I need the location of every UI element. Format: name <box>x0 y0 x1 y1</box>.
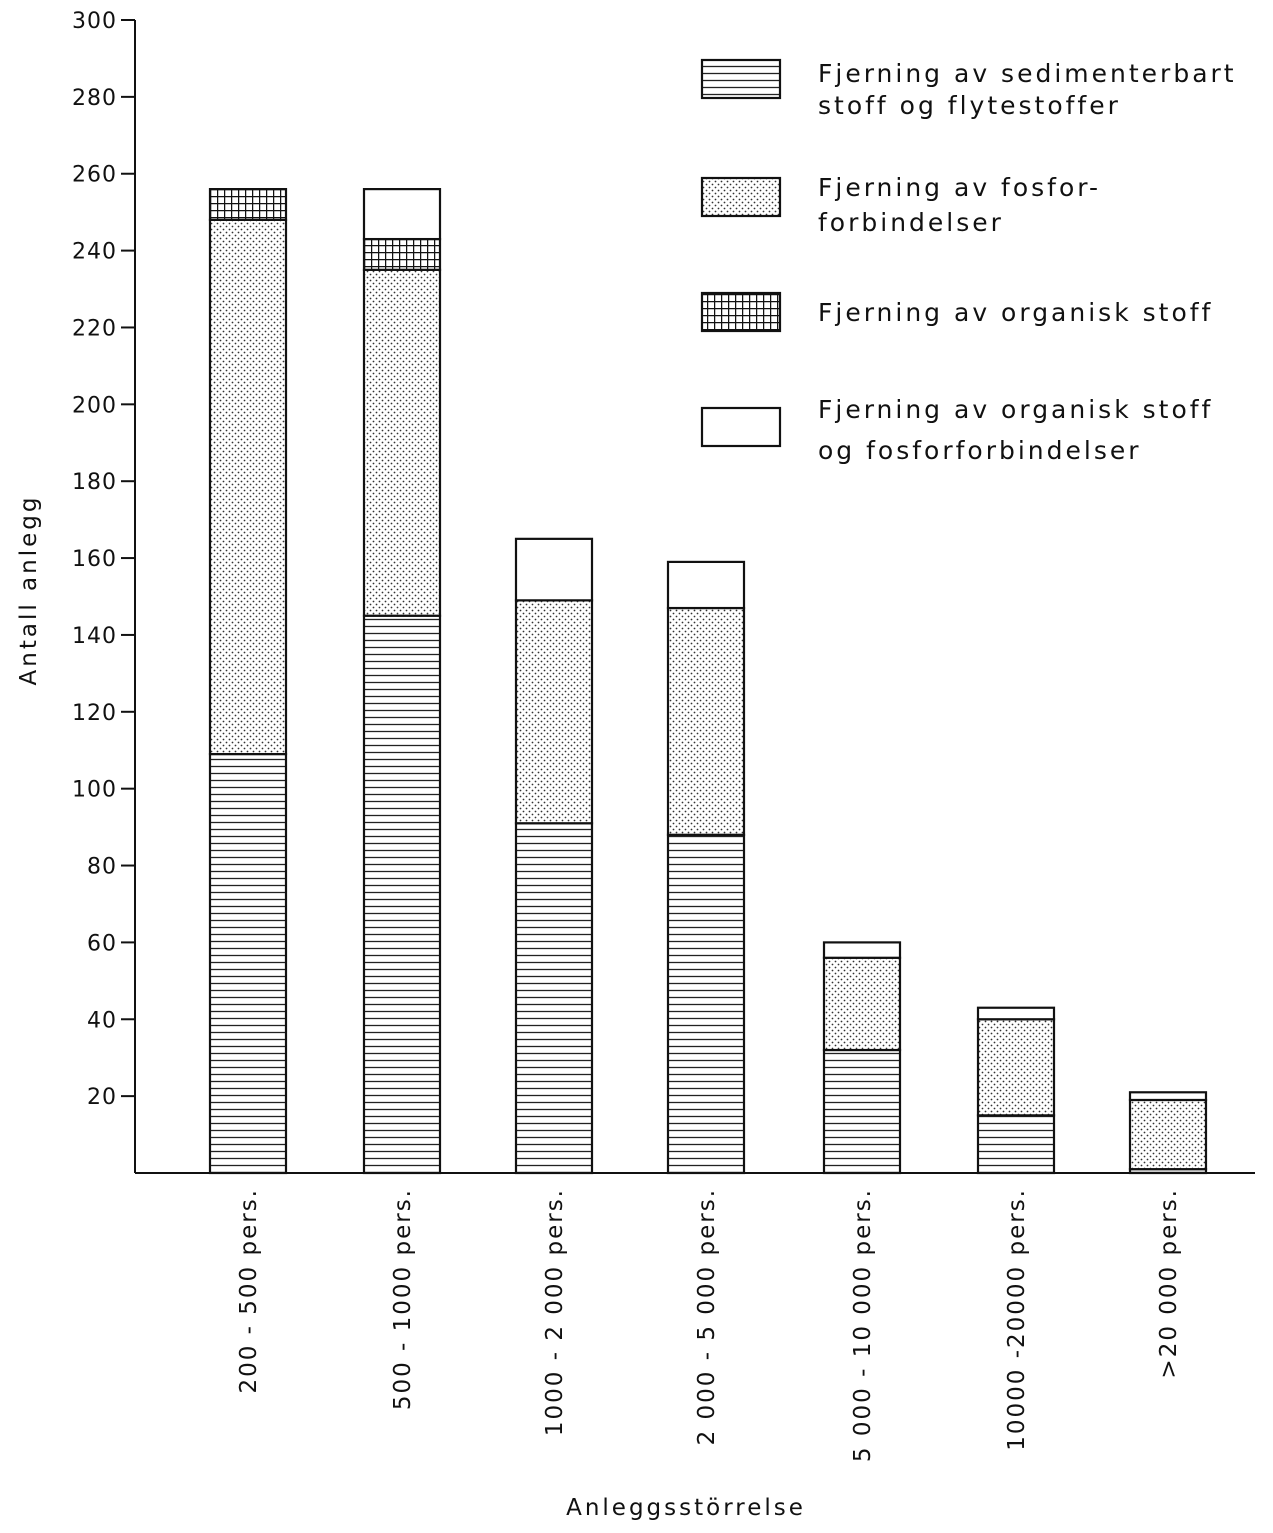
y-tick-label: 160 <box>72 547 117 572</box>
legend-label: stoff og flytestoffer <box>818 91 1121 120</box>
bar-segment-horizontal-lines <box>822 1048 902 1175</box>
y-tick-label: 140 <box>72 624 117 649</box>
y-tick-label: 220 <box>72 316 117 341</box>
legend-label: Fjerning av organisk stoff <box>818 298 1213 327</box>
bar-segment-blank <box>822 941 902 959</box>
bar-segment-grid <box>362 237 442 271</box>
bar-segment-horizontal-lines <box>976 1114 1056 1175</box>
y-tick-label: 40 <box>87 1008 117 1033</box>
legend-swatch-horizontal-lines <box>700 58 782 100</box>
bar-segment-blank <box>976 1006 1056 1021</box>
y-tick-label: 100 <box>72 778 117 803</box>
y-tick-label: 240 <box>72 240 117 265</box>
legend-label: Fjerning av organisk stoff <box>818 395 1213 424</box>
bar-segment-blank <box>1128 1091 1208 1102</box>
x-category-label: 2 000 - 5 000 pers. <box>694 1188 720 1445</box>
bar-segment-blank <box>362 188 442 241</box>
bar-segment-dots <box>1128 1098 1208 1171</box>
legend-label: og fosforforbindelser <box>818 436 1142 465</box>
x-category-label: 1000 - 2 000 pers. <box>542 1188 568 1436</box>
bar-segment-dots <box>514 599 594 825</box>
y-tick-label: 260 <box>72 163 117 188</box>
y-tick-label: 60 <box>87 931 117 956</box>
x-category-label: >20 000 pers. <box>1156 1188 1182 1379</box>
y-axis-title: Antall anlegg <box>16 495 42 686</box>
y-tick-label: 80 <box>87 855 117 880</box>
y-tick-label: 120 <box>72 701 117 726</box>
legend-swatch-blank <box>700 406 782 448</box>
bar-segment-grid <box>208 188 288 221</box>
x-category-label: 10000 -20000 pers. <box>1004 1188 1030 1451</box>
bar-segment-dots <box>208 218 288 756</box>
bar-segment-blank <box>514 537 594 602</box>
bar-segment-horizontal-lines <box>362 614 442 1175</box>
bar-segment-horizontal-lines <box>208 752 288 1175</box>
x-category-label: 500 - 1000 pers. <box>390 1188 416 1410</box>
bar-segment-dots <box>822 956 902 1052</box>
legend-label: forbindelser <box>818 208 1004 237</box>
y-tick-label: 20 <box>87 1085 117 1110</box>
x-category-label: 200 - 500 pers. <box>236 1188 262 1394</box>
legend-swatch-grid <box>700 291 782 333</box>
bar-segment-dots <box>976 1018 1056 1117</box>
y-tick-label: 280 <box>72 86 117 111</box>
y-tick-label: 300 <box>72 9 117 34</box>
bar-segment-blank <box>666 560 746 610</box>
legend-swatch-dots <box>700 176 782 218</box>
legend-label: Fjerning av fosfor- <box>818 173 1101 202</box>
x-category-label: 5 000 - 10 000 pers. <box>850 1188 876 1462</box>
legend-label: Fjerning av sedimenterbart <box>818 59 1237 88</box>
bar-segment-dots <box>362 268 442 617</box>
bar-segment-dots <box>666 606 746 836</box>
bar-segment-horizontal-lines <box>514 822 594 1175</box>
y-tick-label: 180 <box>72 470 117 495</box>
x-axis-title: Anleggsstörrelse <box>566 1495 806 1521</box>
bar-segment-horizontal-lines <box>666 833 746 1175</box>
y-tick-label: 200 <box>72 393 117 418</box>
